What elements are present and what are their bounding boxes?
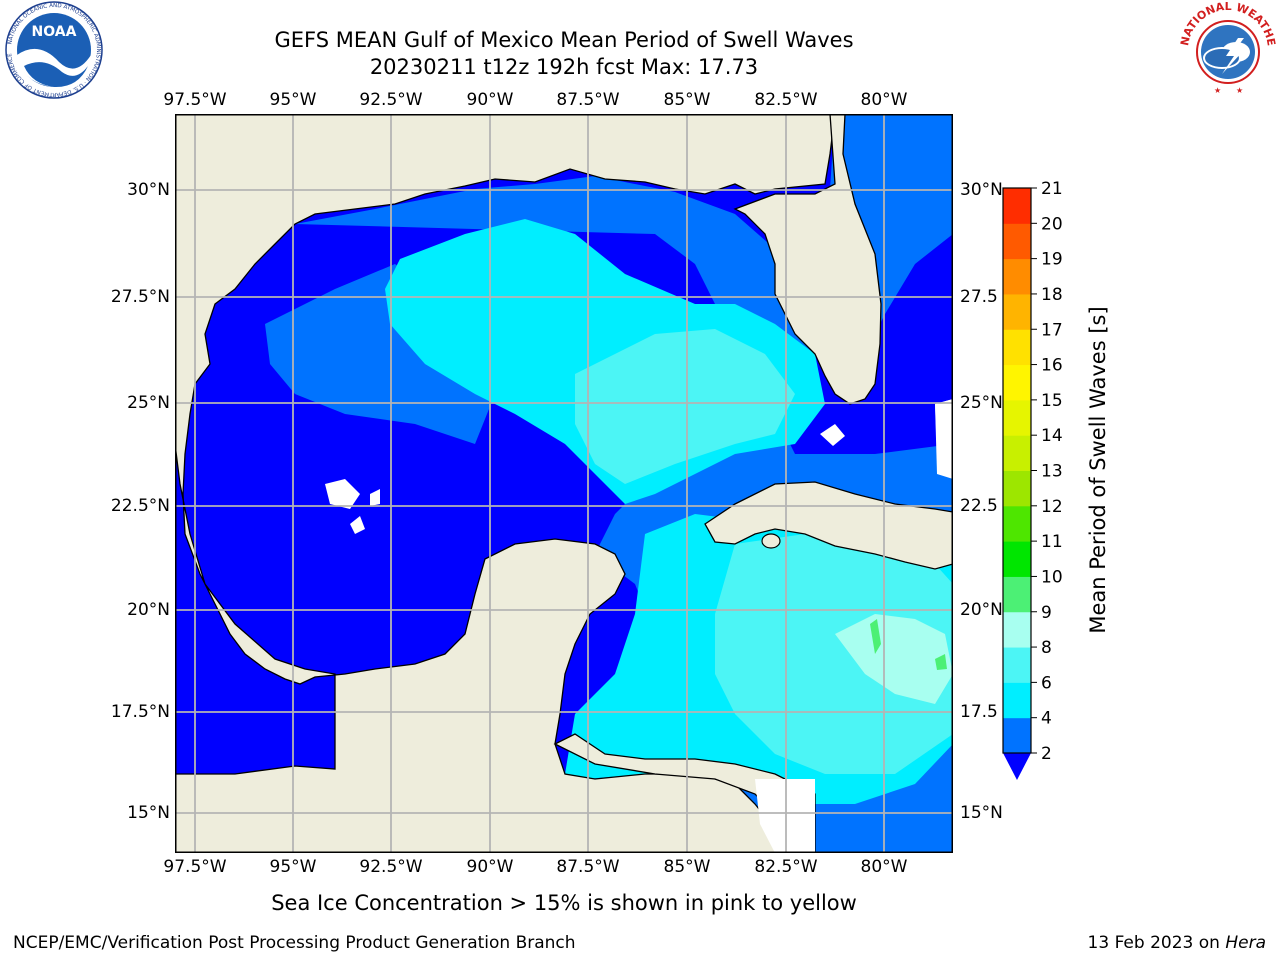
- white-island: [370, 489, 380, 506]
- lat-tick-right: 22.5: [960, 496, 998, 516]
- colorbar-swatch: [1003, 399, 1031, 436]
- lat-tick-left: 30°N: [127, 180, 170, 200]
- colorbar-swatch: [1003, 293, 1031, 330]
- lon-tick-top: 90°W: [466, 90, 514, 110]
- white-island: [935, 399, 953, 479]
- lon-tick-top: 97.5°W: [163, 90, 227, 110]
- footer-date: 13 Feb 2023 on Hera: [1088, 932, 1266, 954]
- lon-tick-top: 85°W: [663, 90, 711, 110]
- colorbar-swatch: [1003, 505, 1031, 542]
- lon-tick-top: 87.5°W: [556, 90, 620, 110]
- land-isla-juventud: [761, 533, 781, 549]
- lat-tick-right: 30°N: [960, 180, 1003, 200]
- map-grid: [175, 114, 953, 853]
- colorbar-swatch: [1003, 682, 1031, 719]
- lat-tick-right: 27.5: [960, 287, 998, 307]
- map-plot: [175, 114, 953, 853]
- lon-tick-top: 82.5°W: [754, 90, 818, 110]
- colorbar-tick-label: 19: [1041, 250, 1063, 270]
- footer-date-text: 13 Feb 2023 on: [1087, 933, 1226, 953]
- lat-tick-right: 17.5: [960, 702, 998, 722]
- lat-tick-right: 15°N: [960, 803, 1003, 823]
- colorbar-label: Mean Period of Swell Waves [s]: [1086, 306, 1110, 634]
- colorbar-tick-label: 12: [1041, 497, 1063, 517]
- lon-tick-bottom: 87.5°W: [556, 857, 620, 877]
- colorbar-tick-label: 10: [1041, 567, 1063, 587]
- lon-tick-top: 80°W: [860, 90, 908, 110]
- colorbar-tick-label: 15: [1041, 391, 1063, 411]
- colorbar: 2 4 6 8 9 10 11 12 13 14 15 16 17 18 19 20 21: [1002, 180, 1063, 780]
- lat-tick-left: 15°N: [127, 803, 170, 823]
- colorbar-swatches: [1003, 188, 1031, 754]
- land-florida: [733, 114, 882, 405]
- sea-ice-caption: Sea Ice Concentration > 15% is shown in …: [271, 891, 857, 915]
- lon-tick-bottom: 97.5°W: [163, 857, 227, 877]
- lon-tick-top: 95°W: [269, 90, 317, 110]
- land-north-america: [175, 114, 836, 853]
- noaa-wordmark: NOAA: [32, 24, 77, 40]
- colorbar-tick-label: 4: [1041, 709, 1052, 729]
- land-cuba: [704, 481, 953, 570]
- lat-tick-left: 20°N: [127, 600, 170, 620]
- white-blank-caribbean: [755, 779, 815, 853]
- colorbar-swatch: [1003, 364, 1031, 401]
- colorbar-tick-label: 16: [1041, 356, 1063, 376]
- swell-period-8-9-region: [835, 614, 953, 704]
- lat-tick-left: 25°N: [127, 393, 170, 413]
- colorbar-swatch: [1003, 329, 1031, 366]
- white-island: [820, 424, 845, 446]
- colorbar-tick-label: 18: [1041, 285, 1063, 305]
- lon-tick-top: 92.5°W: [359, 90, 423, 110]
- colorbar-swatch: [1003, 188, 1031, 224]
- colorbar-tick-label: 13: [1041, 462, 1063, 482]
- chart-title: GEFS MEAN Gulf of Mexico Mean Period of …: [274, 28, 854, 52]
- lat-tick-left: 27.5°N: [110, 287, 170, 307]
- white-island: [350, 516, 365, 534]
- colorbar-swatch: [1003, 541, 1031, 577]
- svg-text:★: ★: [1214, 86, 1221, 95]
- chart-subtitle: 20230211 t12z 192h fcst Max: 17.73: [369, 55, 759, 79]
- white-island: [325, 479, 360, 509]
- lon-tick-bottom: 92.5°W: [359, 857, 423, 877]
- colorbar-tick-label: 17: [1041, 320, 1063, 340]
- lon-tick-bottom: 90°W: [466, 857, 514, 877]
- colorbar-tick-label: 6: [1041, 673, 1052, 693]
- lon-tick-bottom: 85°W: [663, 857, 711, 877]
- footer-host: Hera: [1225, 933, 1266, 953]
- lat-tick-left: 17.5°N: [110, 702, 170, 722]
- colorbar-swatch: [1003, 223, 1031, 260]
- colorbar-tick-label: 21: [1041, 180, 1063, 199]
- colorbar-tick-label: 9: [1041, 603, 1052, 623]
- lat-tick-right: 20°N: [960, 600, 1003, 620]
- colorbar-tick-label: 2: [1041, 744, 1052, 764]
- colorbar-tick-label: 14: [1041, 426, 1063, 446]
- colorbar-tick-label: 20: [1041, 214, 1063, 234]
- colorbar-swatch: [1003, 576, 1031, 613]
- colorbar-swatch: [1003, 717, 1031, 754]
- lat-tick-left: 22.5°N: [110, 496, 170, 516]
- lon-tick-bottom: 80°W: [860, 857, 908, 877]
- colorbar-swatch: [1003, 258, 1031, 295]
- colorbar-tick-label: 11: [1041, 532, 1063, 552]
- swell-period-9-10-patch: [870, 619, 947, 670]
- colorbar-under-arrow: [1003, 753, 1031, 780]
- svg-text:★: ★: [1236, 86, 1243, 95]
- colorbar-tick-label: 8: [1041, 638, 1052, 658]
- footer-organization: NCEP/EMC/Verification Post Processing Pr…: [13, 933, 576, 953]
- noaa-logo: NOAA NATIONAL OCEANIC AND ATMOSPHERIC AD…: [5, 1, 103, 99]
- colorbar-swatch: [1003, 470, 1031, 507]
- colorbar-swatch: [1003, 611, 1031, 648]
- lat-tick-right: 25°N: [960, 393, 1003, 413]
- colorbar-swatch: [1003, 647, 1031, 683]
- lon-tick-bottom: 95°W: [269, 857, 317, 877]
- nws-logo: NATIONAL WEATHER SERVICE ★ ★: [1178, 0, 1278, 97]
- colorbar-swatch: [1003, 435, 1031, 471]
- colorbar-ticks: 2 4 6 8 9 10 11 12 13 14 15 16 17 18 19 20 21: [1031, 180, 1063, 764]
- lon-tick-bottom: 82.5°W: [754, 857, 818, 877]
- map-border: [175, 114, 953, 853]
